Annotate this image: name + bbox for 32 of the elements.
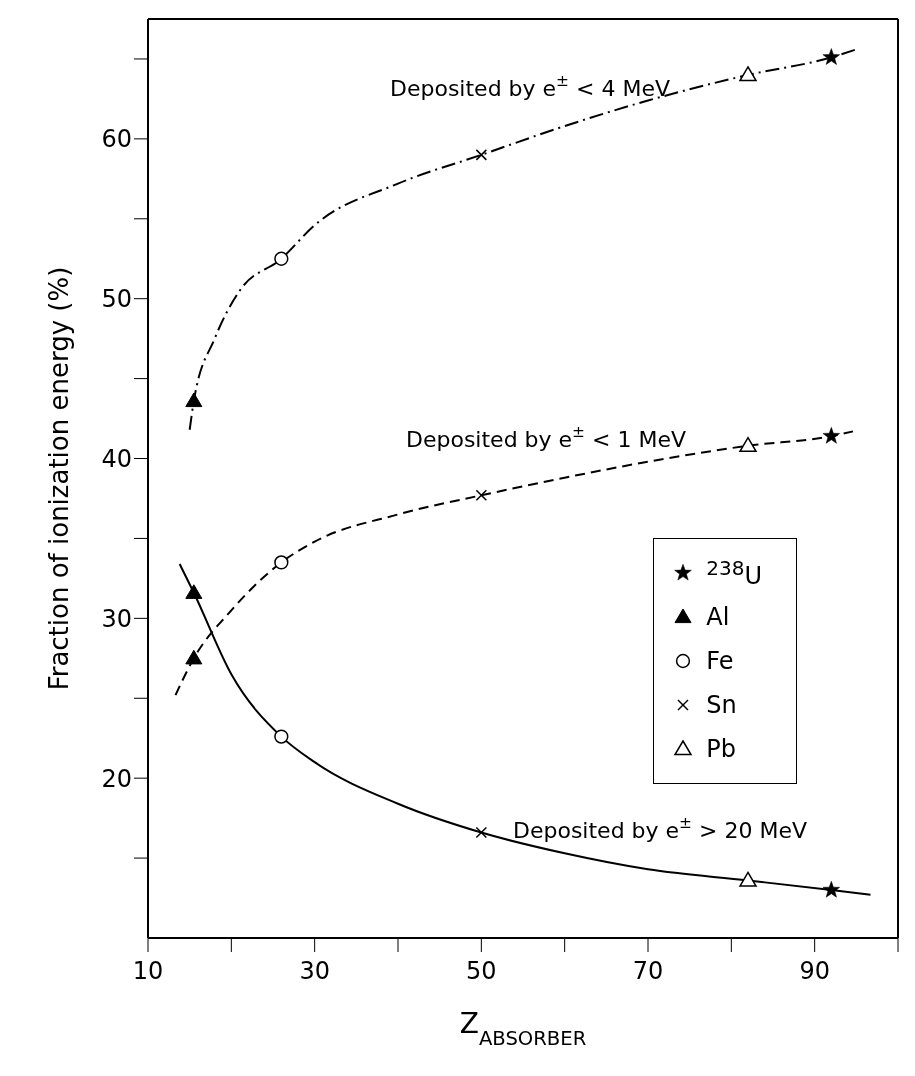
x-tick-label: 50 xyxy=(466,957,497,986)
y-tick-label: 40 xyxy=(101,445,132,474)
y-tick-label: 20 xyxy=(101,764,132,793)
legend-label: Pb xyxy=(706,735,736,763)
legend-label: $^{238}$U xyxy=(706,556,762,590)
point xyxy=(739,436,757,453)
point xyxy=(274,251,289,266)
y-axis-title: Fraction of ionization energy (%) xyxy=(43,266,74,691)
point xyxy=(822,881,840,898)
x-axis-title: Z$_{ABSORBER}$ xyxy=(459,1007,587,1050)
point xyxy=(274,555,289,570)
x-tick-label: 10 xyxy=(132,957,164,986)
point xyxy=(739,66,757,82)
legend-label: Sn xyxy=(706,691,737,719)
y-tick-label: 30 xyxy=(101,604,132,633)
x-tick-label: 30 xyxy=(299,957,330,986)
annotation: Deposited by e$^{±}$ < 1 MeV xyxy=(406,422,686,452)
annotation: Deposited by e$^{±}$ < 4 MeV xyxy=(390,71,670,101)
x-tick-label: 70 xyxy=(632,957,664,986)
point xyxy=(274,729,289,744)
point xyxy=(822,48,840,65)
legend-label: Fe xyxy=(706,647,734,675)
x-tick-label: 90 xyxy=(799,957,830,986)
point xyxy=(185,392,203,408)
point xyxy=(822,427,840,444)
legend-label: Al xyxy=(706,603,730,631)
point xyxy=(185,584,203,599)
annotation: Deposited by e$^{±}$ > 20 MeV xyxy=(513,813,807,843)
y-tick-label: 50 xyxy=(101,285,132,314)
y-tick-label: 60 xyxy=(101,125,132,154)
point xyxy=(185,649,203,665)
point xyxy=(739,871,757,887)
